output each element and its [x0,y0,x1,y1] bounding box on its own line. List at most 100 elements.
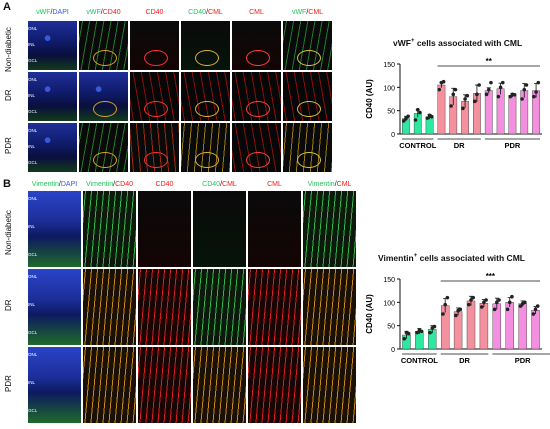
data-point [443,302,447,307]
data-point [406,114,410,119]
row-label: Non-diabetic [4,26,13,72]
data-point [534,90,538,94]
data-point [475,92,479,97]
layer-label: INL [28,224,36,230]
y-axis-label: CD40 (AU) [365,79,374,119]
micrograph-tile [180,71,231,122]
data-point [508,94,513,99]
column-header-3: CD40 [146,9,164,16]
column-header-4: CD40/CML [202,181,237,188]
layer-label: ONL [28,128,38,133]
bar [479,303,489,350]
column-header-part: CML [336,181,352,188]
layer-label: INL [28,143,36,149]
layer-label: INL [28,302,36,308]
data-point [404,116,408,121]
micrograph-tile [231,20,282,71]
column-header-part: Vimentin [31,181,59,188]
micrograph-tile [180,20,231,71]
significance-marker: ** [486,57,493,66]
bar [518,303,527,350]
vessel-outline [93,152,117,168]
micrograph-tile [302,190,357,268]
group-label: PDR [504,141,520,150]
data-point [415,330,419,335]
data-point [402,336,407,341]
vessel-outline [297,50,321,66]
vessel-outline [246,152,270,168]
data-point [469,298,473,302]
column-header-3: CD40 [156,181,174,188]
data-point [518,304,523,308]
row-label: PDR [4,137,13,155]
column-header-part: CD40 [155,181,174,188]
group-label: PDR [515,356,531,365]
micrograph-tile [78,20,129,71]
data-point [432,324,437,329]
vessel-outline [195,101,219,117]
y-tick-label: 0 [391,132,395,139]
data-point [413,118,418,122]
bar [466,300,476,350]
micrograph-tile [137,190,192,268]
data-point [484,92,489,97]
column-header-part: / [58,181,61,188]
column-header-4: CD40/CML [188,9,223,16]
column-header-part: Vimentin [86,181,114,188]
column-header-part: / [220,181,223,188]
vessel-outline [246,50,270,66]
column-header-5: CML [249,9,264,16]
layer-label: ONL [28,196,38,201]
data-point [524,83,529,87]
data-point [451,92,456,97]
micrograph-tile [137,346,192,424]
column-header-2: Vimentin/CD40 [86,181,133,188]
column-header-part: DAPI [52,9,69,16]
bar [531,310,540,350]
data-point [510,294,514,299]
micrograph-tile [129,122,180,173]
layer-label: GCL [28,408,38,414]
micrograph-tile [302,346,357,424]
data-point [535,304,540,308]
group-label: DR [459,356,470,365]
micrograph-tile [27,20,78,71]
data-point [437,87,442,92]
layer-label: GCL [28,57,38,63]
data-point [496,94,501,99]
data-point [418,110,422,115]
column-header-part: / [100,9,103,16]
micrograph-tile [78,71,129,122]
data-point [531,312,536,316]
vessel-outline [93,101,117,117]
data-point [461,106,465,111]
y-tick-label: 50 [387,324,395,331]
row-label: PDR [4,374,13,392]
micrograph-tile [247,346,302,424]
data-point [533,307,538,312]
micrograph-tile [192,346,247,424]
bar [437,84,446,135]
micrograph-tile [282,20,333,71]
layer-label: GCL [28,159,38,165]
y-tick-label: 50 [387,109,395,116]
column-header-part: CD40 [202,181,221,188]
data-point [486,87,491,92]
data-point [472,99,477,104]
column-header-1: Vimentin/DAPI [32,181,77,188]
data-point [441,312,445,316]
data-point [471,295,475,300]
micrograph-tile [282,122,333,173]
data-point [498,85,503,90]
micrograph-tile [180,122,231,173]
micrograph-tile [192,268,247,346]
data-point [429,114,434,119]
column-header-part: vWF [291,9,307,16]
micrograph-tile [27,346,82,424]
column-header-part: / [50,9,53,16]
chart-title-vwf: vWF+ cells associated with CML [393,38,523,48]
data-point [479,305,484,309]
panel-letter-a: A [3,1,11,13]
data-point [401,119,406,123]
y-tick-label: 100 [383,85,395,92]
